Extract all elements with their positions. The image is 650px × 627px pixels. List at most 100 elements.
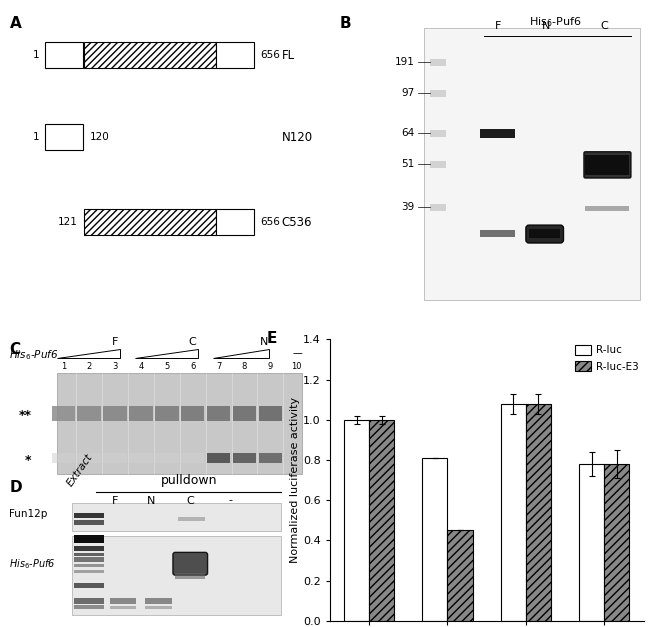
Bar <box>72 503 281 530</box>
Bar <box>46 124 83 150</box>
Text: —: — <box>293 348 303 358</box>
Text: C536: C536 <box>281 216 312 229</box>
Bar <box>579 464 604 621</box>
Bar <box>181 453 204 463</box>
Text: D: D <box>10 480 22 495</box>
Bar <box>72 536 281 615</box>
Text: C: C <box>601 21 608 31</box>
Bar <box>447 530 473 621</box>
FancyBboxPatch shape <box>173 552 207 575</box>
Bar <box>73 605 103 609</box>
Bar <box>155 453 179 463</box>
Text: 97: 97 <box>401 88 415 98</box>
Bar <box>430 90 446 97</box>
Text: **: ** <box>18 409 31 422</box>
Bar <box>146 598 172 604</box>
Bar <box>181 406 204 421</box>
Bar <box>103 453 127 463</box>
Bar <box>430 161 446 168</box>
Text: -: - <box>229 495 233 505</box>
FancyBboxPatch shape <box>584 152 631 178</box>
Bar <box>73 598 103 604</box>
Bar <box>155 406 179 421</box>
Bar <box>129 406 153 421</box>
Text: 1: 1 <box>32 50 40 60</box>
Bar <box>57 373 302 475</box>
Text: B: B <box>339 16 351 31</box>
Bar <box>344 419 369 621</box>
Bar <box>84 42 216 68</box>
Bar <box>73 552 103 556</box>
Text: C: C <box>188 337 196 347</box>
Bar <box>259 406 282 421</box>
Text: F: F <box>112 495 119 505</box>
Text: 39: 39 <box>401 203 415 213</box>
Polygon shape <box>57 349 120 357</box>
Text: 9: 9 <box>268 362 273 371</box>
Bar <box>480 230 515 237</box>
Bar <box>207 453 230 463</box>
Bar <box>178 517 205 521</box>
Text: 120: 120 <box>89 132 109 142</box>
Bar <box>422 458 447 621</box>
Text: 2: 2 <box>86 362 92 371</box>
Polygon shape <box>213 349 270 357</box>
Bar <box>586 155 629 175</box>
Text: *: * <box>25 454 31 467</box>
Text: His$_6$-Puf6: His$_6$-Puf6 <box>529 16 582 29</box>
Bar <box>84 209 216 235</box>
Bar <box>430 204 446 211</box>
Bar <box>73 569 103 573</box>
Bar <box>110 606 136 609</box>
Bar <box>233 453 256 463</box>
Text: F: F <box>495 21 501 31</box>
Text: N: N <box>147 495 155 505</box>
Text: 5: 5 <box>164 362 170 371</box>
Bar <box>529 229 560 238</box>
Bar <box>146 606 172 609</box>
Polygon shape <box>135 349 198 357</box>
Bar <box>73 557 103 562</box>
Text: A: A <box>10 16 21 31</box>
Text: 6: 6 <box>190 362 196 371</box>
Text: 121: 121 <box>58 217 78 227</box>
Text: E: E <box>267 331 278 346</box>
Text: His$_6$-Puf6: His$_6$-Puf6 <box>10 348 59 362</box>
FancyBboxPatch shape <box>526 225 564 243</box>
Bar <box>216 42 255 68</box>
Bar <box>430 130 446 137</box>
Text: 1: 1 <box>32 132 40 142</box>
Text: 3: 3 <box>112 362 118 371</box>
Bar <box>586 206 629 211</box>
Text: 191: 191 <box>395 57 415 67</box>
Bar <box>51 453 75 463</box>
Bar <box>176 574 205 579</box>
Bar <box>77 453 101 463</box>
Bar <box>46 42 83 68</box>
Bar <box>604 464 629 621</box>
Text: 656: 656 <box>261 50 280 60</box>
Bar <box>369 419 394 621</box>
Bar <box>129 453 153 463</box>
Legend: R-luc, R-luc-E3: R-luc, R-luc-E3 <box>575 345 638 372</box>
Bar <box>73 564 103 567</box>
Text: 4: 4 <box>138 362 144 371</box>
Text: 1: 1 <box>60 362 66 371</box>
Bar <box>526 404 551 621</box>
Bar <box>73 583 103 588</box>
Text: 7: 7 <box>216 362 221 371</box>
Bar <box>73 520 103 525</box>
Bar <box>73 546 103 551</box>
Text: N: N <box>259 337 268 347</box>
Bar <box>51 406 75 421</box>
Bar <box>103 406 127 421</box>
Y-axis label: Normalized luciferase activity: Normalized luciferase activity <box>290 397 300 563</box>
Bar <box>73 535 103 544</box>
Text: C: C <box>10 342 21 357</box>
Text: His$_6$-Puf6: His$_6$-Puf6 <box>10 557 56 571</box>
Text: 64: 64 <box>401 128 415 138</box>
Bar <box>259 453 282 463</box>
Bar <box>480 129 515 138</box>
Text: Fun12p: Fun12p <box>10 509 48 519</box>
Text: Extract: Extract <box>65 452 94 488</box>
